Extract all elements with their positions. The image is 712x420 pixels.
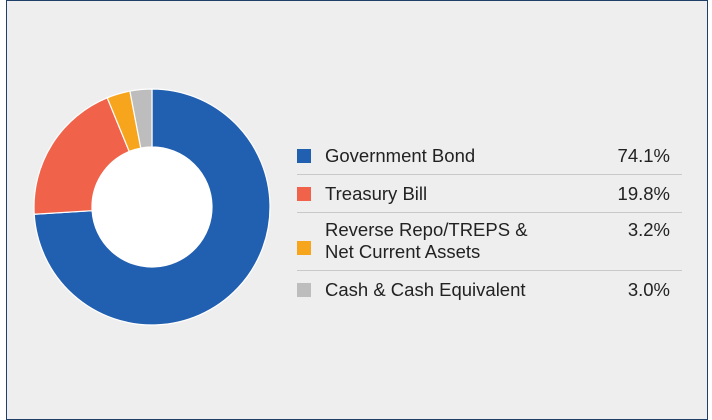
legend-item-cash: Cash & Cash Equivalent 3.0% [297, 271, 682, 308]
legend-value: 3.0% [627, 279, 670, 300]
legend-value: 19.8% [617, 183, 670, 204]
legend-label: Reverse Repo/TREPS & Net Current Assets [325, 219, 528, 262]
legend-item-treasury-bill: Treasury Bill 19.8% [297, 175, 682, 213]
legend-value: 74.1% [617, 145, 670, 166]
legend-swatch [297, 283, 311, 297]
legend-item-reverse-repo: Reverse Repo/TREPS & Net Current Assets … [297, 213, 682, 271]
donut-hole [92, 147, 212, 267]
chart-legend: Government Bond 74.1% Treasury Bill 19.8… [297, 137, 682, 308]
legend-label: Government Bond [325, 145, 476, 166]
legend-label: Cash & Cash Equivalent [325, 279, 526, 300]
legend-swatch [297, 241, 311, 255]
legend-swatch [297, 187, 311, 201]
donut-chart [33, 88, 271, 326]
legend-swatch [297, 149, 311, 163]
legend-item-government-bond: Government Bond 74.1% [297, 137, 682, 175]
legend-label: Treasury Bill [325, 183, 428, 204]
legend-value: 3.2% [627, 219, 670, 240]
